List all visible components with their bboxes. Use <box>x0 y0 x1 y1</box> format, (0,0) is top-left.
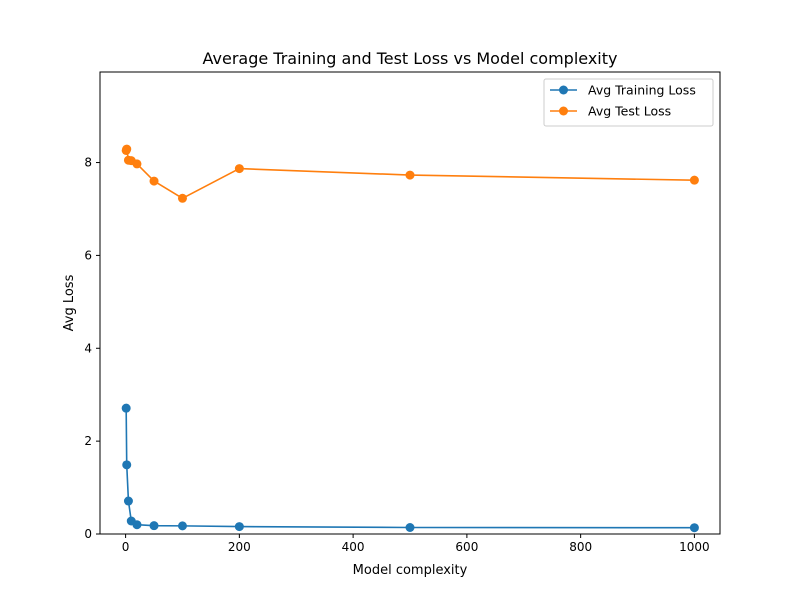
y-tick-label: 0 <box>84 527 92 541</box>
data-point-avg-training-loss <box>177 521 187 531</box>
data-point-avg-training-loss <box>123 496 133 506</box>
data-point-avg-training-loss <box>122 460 132 470</box>
y-tick-label: 2 <box>84 434 92 448</box>
x-tick-label: 200 <box>228 540 251 554</box>
series-line-avg-training-loss <box>125 408 695 529</box>
data-point-avg-training-loss <box>234 522 244 532</box>
series-markers <box>121 144 699 533</box>
legend-frame <box>543 78 714 127</box>
x-tick-label: 600 <box>455 540 478 554</box>
x-axis: 0 200 400 600 800 1000 <box>122 534 710 554</box>
x-tick-label: 800 <box>569 540 592 554</box>
data-point-avg-training-loss <box>689 523 699 533</box>
data-point-avg-training-loss <box>132 520 142 530</box>
legend-items: Avg Training Loss Avg Test Loss <box>550 83 696 119</box>
y-tick-label: 8 <box>84 156 92 170</box>
x-tick-label: 1000 <box>679 540 710 554</box>
data-point-avg-test-loss <box>149 176 159 186</box>
y-tick-label: 6 <box>84 248 92 262</box>
plot-frame <box>99 71 721 535</box>
data-point-avg-test-loss <box>177 193 187 203</box>
legend-marker-avg-test-loss <box>559 106 568 116</box>
x-tick-label: 0 <box>122 540 130 554</box>
data-point-avg-training-loss <box>149 521 159 531</box>
y-axis-label: Avg Loss <box>62 274 77 331</box>
data-point-avg-test-loss <box>689 175 699 185</box>
data-point-avg-test-loss <box>132 159 142 169</box>
y-axis: 0 2 4 6 8 <box>84 156 100 541</box>
data-point-avg-training-loss <box>121 403 131 413</box>
legend-label-avg-test-loss: Avg Test Loss <box>588 104 671 119</box>
legend-marker-avg-training-loss <box>559 85 568 95</box>
plot-area <box>99 71 721 535</box>
y-tick-label: 4 <box>84 341 92 355</box>
x-tick-label: 400 <box>342 540 365 554</box>
data-point-avg-test-loss <box>122 144 132 154</box>
legend: Avg Training Loss Avg Test Loss <box>543 78 714 127</box>
data-point-avg-test-loss <box>234 164 244 174</box>
data-point-avg-training-loss <box>405 522 415 532</box>
data-point-avg-test-loss <box>405 170 415 180</box>
x-axis-label: Model complexity <box>353 563 468 578</box>
chart-title: Average Training and Test Loss vs Model … <box>203 49 618 68</box>
legend-label-avg-training-loss: Avg Training Loss <box>588 83 696 98</box>
